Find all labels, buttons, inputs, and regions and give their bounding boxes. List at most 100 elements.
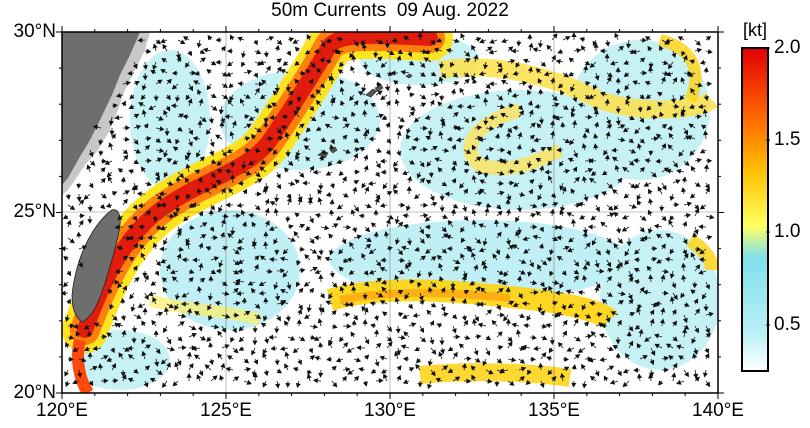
current-arrow: [406, 133, 411, 140]
current-arrow: [114, 268, 124, 275]
current-arrow: [452, 203, 459, 209]
current-arrow: [375, 342, 382, 349]
current-arrow: [549, 208, 555, 217]
current-arrow: [471, 374, 476, 382]
current-arrow: [584, 60, 591, 66]
current-arrow: [419, 226, 424, 235]
current-arrow: [396, 149, 402, 157]
current-arrow: [287, 224, 294, 230]
current-arrow: [241, 61, 246, 68]
current-arrow: [595, 312, 603, 318]
current-arrow: [478, 223, 487, 229]
current-arrow: [518, 191, 526, 197]
current-arrow: [320, 137, 327, 142]
current-arrow: [359, 146, 366, 152]
current-arrow: [463, 320, 469, 327]
current-arrow: [460, 226, 465, 233]
current-arrow: [488, 114, 498, 121]
china-land: [62, 32, 140, 185]
current-arrow: [521, 344, 531, 350]
current-arrow: [155, 369, 163, 375]
current-arrow: [187, 50, 192, 57]
current-arrow: [507, 169, 515, 175]
current-arrow: [284, 167, 290, 173]
current-arrow: [452, 38, 460, 44]
current-arrow: [507, 103, 515, 109]
current-arrow: [361, 303, 367, 312]
current-arrow: [584, 114, 593, 120]
current-arrow: [163, 149, 169, 158]
current-arrow: [122, 136, 130, 142]
current-arrow: [573, 149, 578, 158]
current-arrow: [297, 358, 303, 366]
current-arrow: [225, 366, 234, 372]
current-arrow: [373, 50, 379, 58]
current-arrow: [394, 351, 400, 360]
current-arrow: [328, 248, 334, 256]
colorbar-unit: [kt]: [742, 20, 767, 40]
current-arrow: [613, 243, 619, 250]
current-arrow: [666, 168, 674, 174]
current-arrow: [683, 160, 690, 167]
current-arrow: [426, 160, 432, 167]
current-arrow: [656, 233, 663, 239]
current-arrow: [429, 336, 435, 345]
current-arrow: [573, 318, 579, 327]
current-arrow: [192, 257, 200, 263]
current-arrow: [108, 116, 114, 126]
current-arrow: [419, 102, 427, 108]
current-arrow: [161, 277, 168, 283]
current-arrow: [546, 147, 553, 152]
current-arrow: [537, 264, 542, 272]
current-arrow: [572, 94, 578, 103]
current-arrow: [570, 83, 575, 92]
current-arrow: [419, 202, 429, 208]
current-arrow: [451, 178, 457, 184]
current-arrow: [375, 277, 382, 283]
current-arrow: [415, 363, 421, 371]
current-arrow: [342, 134, 348, 140]
current-arrow: [248, 213, 256, 219]
lon-label-130: 130°E: [364, 400, 416, 421]
current-arrow: [339, 86, 345, 96]
current-arrow: [540, 323, 548, 329]
current-arrow: [692, 281, 698, 289]
current-arrow: [191, 202, 201, 208]
current-arrow: [505, 318, 511, 327]
current-arrow: [615, 336, 621, 345]
current-arrow: [612, 156, 619, 162]
current-arrow: [362, 109, 368, 118]
current-arrow: [258, 290, 267, 296]
current-arrow: [664, 256, 674, 263]
current-arrow: [248, 116, 256, 121]
current-arrow: [507, 300, 515, 306]
current-arrow: [648, 369, 654, 378]
current-arrow: [206, 83, 212, 91]
current-arrow: [309, 93, 316, 98]
current-arrow: [562, 245, 570, 251]
current-arrow: [505, 131, 511, 140]
current-arrow: [667, 125, 674, 131]
current-arrow: [439, 61, 445, 69]
current-arrow: [529, 122, 536, 129]
current-arrow: [636, 342, 642, 349]
current-arrow: [254, 81, 264, 87]
current-arrow: [298, 336, 306, 342]
current-arrow: [669, 248, 675, 255]
current-arrow: [304, 49, 311, 55]
current-arrow: [161, 380, 168, 388]
current-arrow: [276, 127, 282, 135]
current-arrow: [655, 133, 663, 140]
current-arrow: [689, 104, 696, 109]
current-arrow: [430, 347, 437, 355]
current-arrow: [379, 300, 388, 305]
current-arrow: [166, 362, 171, 371]
current-arrow: [554, 115, 564, 121]
current-arrow: [661, 290, 669, 296]
current-arrow: [350, 209, 356, 217]
current-arrow: [471, 72, 477, 81]
current-arrow: [461, 362, 467, 371]
current-arrow: [264, 207, 270, 217]
current-arrow: [221, 94, 229, 100]
current-arrow: [419, 237, 425, 244]
